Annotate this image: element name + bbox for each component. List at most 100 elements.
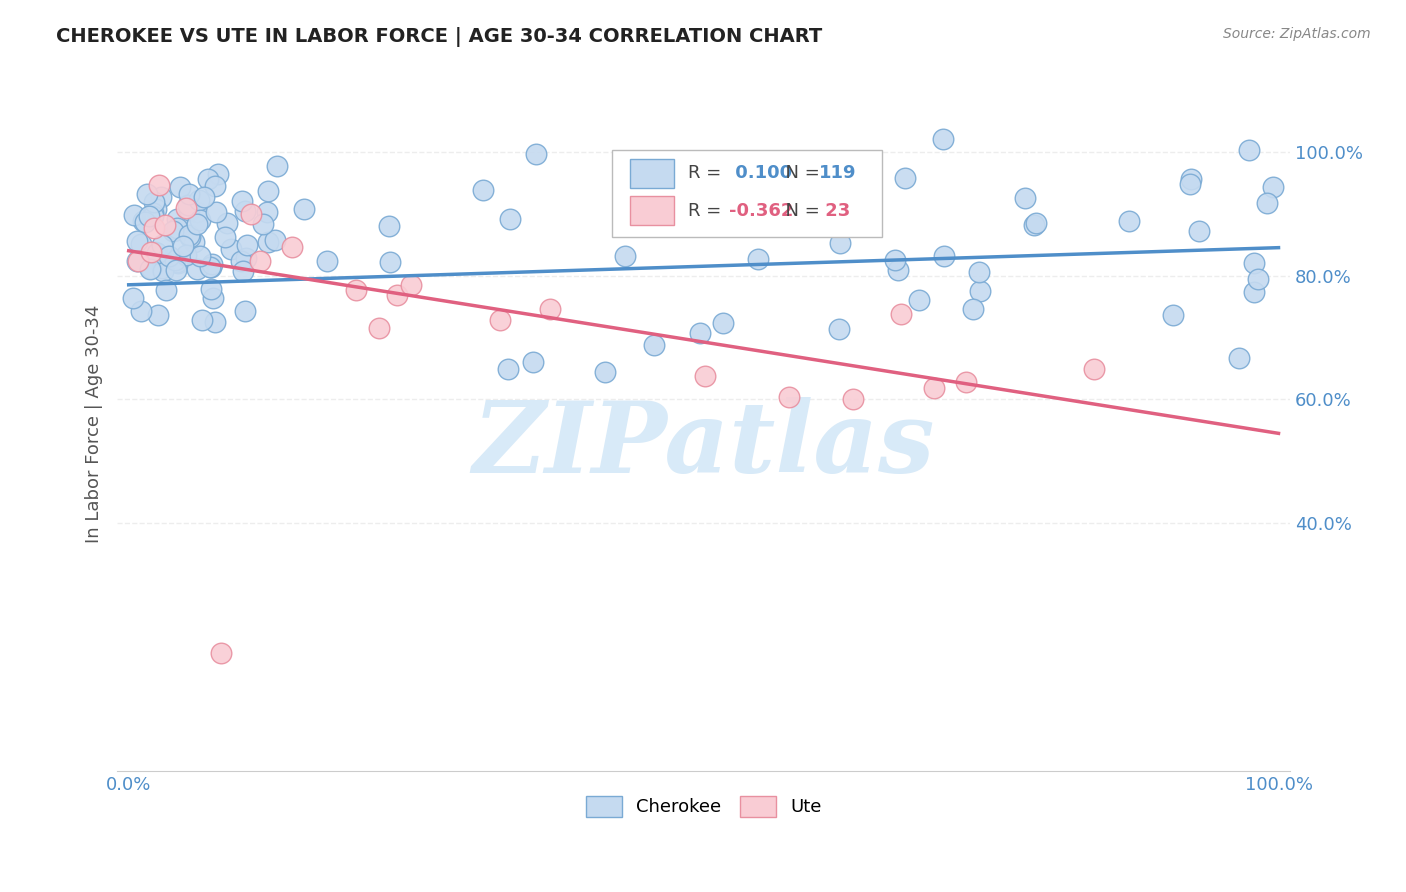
Point <box>894 171 917 186</box>
Text: N =: N = <box>773 164 825 182</box>
Point <box>711 316 734 330</box>
Point <box>163 252 186 267</box>
Point <box>231 254 253 268</box>
Point <box>202 291 225 305</box>
Point <box>153 218 176 232</box>
Text: R =: R = <box>689 164 727 182</box>
Point <box>204 179 226 194</box>
Point <box>219 242 242 256</box>
Point <box>1227 351 1250 365</box>
Point <box>125 234 148 248</box>
Point <box>200 257 222 271</box>
Y-axis label: In Labor Force | Age 30-34: In Labor Force | Age 30-34 <box>86 305 103 543</box>
Point <box>152 264 174 278</box>
Point <box>188 212 211 227</box>
Point <box>166 255 188 269</box>
Point <box>190 313 212 327</box>
Point <box>183 235 205 249</box>
Point <box>828 322 851 336</box>
Point <box>143 220 166 235</box>
Point <box>193 190 215 204</box>
Point <box>233 203 256 218</box>
Point <box>385 288 408 302</box>
Point <box>368 321 391 335</box>
Point <box>129 237 152 252</box>
Point <box>150 260 173 275</box>
Point <box>129 304 152 318</box>
Text: Source: ZipAtlas.com: Source: ZipAtlas.com <box>1223 27 1371 41</box>
Point <box>177 187 200 202</box>
Point <box>134 215 156 229</box>
Point <box>172 239 194 253</box>
Point <box>136 187 159 202</box>
Point <box>955 375 977 389</box>
Point <box>166 212 188 227</box>
Point <box>1014 191 1036 205</box>
Point <box>908 293 931 308</box>
Point <box>499 212 522 227</box>
Point <box>969 284 991 298</box>
Point <box>883 253 905 268</box>
Point <box>231 194 253 209</box>
Point <box>1243 256 1265 270</box>
Point <box>179 230 201 244</box>
Point <box>401 278 423 293</box>
Point <box>188 193 211 207</box>
Point <box>932 132 955 146</box>
Point <box>256 204 278 219</box>
Point <box>1247 271 1270 285</box>
Point <box>169 180 191 194</box>
Point <box>922 381 945 395</box>
Point <box>162 224 184 238</box>
Point <box>127 254 149 268</box>
Point <box>142 209 165 223</box>
Point <box>498 362 520 376</box>
Point <box>235 251 257 265</box>
Point <box>186 262 208 277</box>
Point <box>316 253 339 268</box>
Point <box>887 263 910 277</box>
Point <box>378 219 401 234</box>
Point <box>695 368 717 383</box>
Point <box>1022 218 1045 232</box>
Text: ZIPatlas: ZIPatlas <box>472 397 935 493</box>
Point <box>177 198 200 212</box>
Point <box>157 249 180 263</box>
Point <box>174 202 197 216</box>
Point <box>489 313 512 327</box>
Text: -0.362: -0.362 <box>730 202 794 219</box>
Point <box>142 194 165 209</box>
Point <box>1261 179 1284 194</box>
Point <box>204 315 226 329</box>
Point <box>1243 285 1265 300</box>
Point <box>842 392 865 407</box>
Legend: Cherokee, Ute: Cherokee, Ute <box>578 789 828 824</box>
Point <box>835 183 858 197</box>
Point <box>593 365 616 379</box>
Text: CHEROKEE VS UTE IN LABOR FORCE | AGE 30-34 CORRELATION CHART: CHEROKEE VS UTE IN LABOR FORCE | AGE 30-… <box>56 27 823 46</box>
Point <box>122 208 145 222</box>
Point <box>257 235 280 250</box>
Point <box>138 209 160 223</box>
Point <box>962 302 984 317</box>
Point <box>967 265 990 279</box>
Point <box>146 308 169 322</box>
Point <box>121 291 143 305</box>
Point <box>830 235 852 250</box>
Bar <box>630 196 675 225</box>
Point <box>166 255 188 269</box>
Point <box>200 282 222 296</box>
Point <box>932 249 955 263</box>
Point <box>149 190 172 204</box>
Text: 23: 23 <box>818 202 849 219</box>
Point <box>472 183 495 197</box>
Point <box>263 233 285 247</box>
Point <box>177 227 200 242</box>
Point <box>145 202 167 217</box>
Point <box>148 178 170 193</box>
Point <box>131 213 153 227</box>
Point <box>165 263 187 277</box>
Point <box>125 253 148 268</box>
Point <box>186 205 208 219</box>
Point <box>1256 196 1278 211</box>
